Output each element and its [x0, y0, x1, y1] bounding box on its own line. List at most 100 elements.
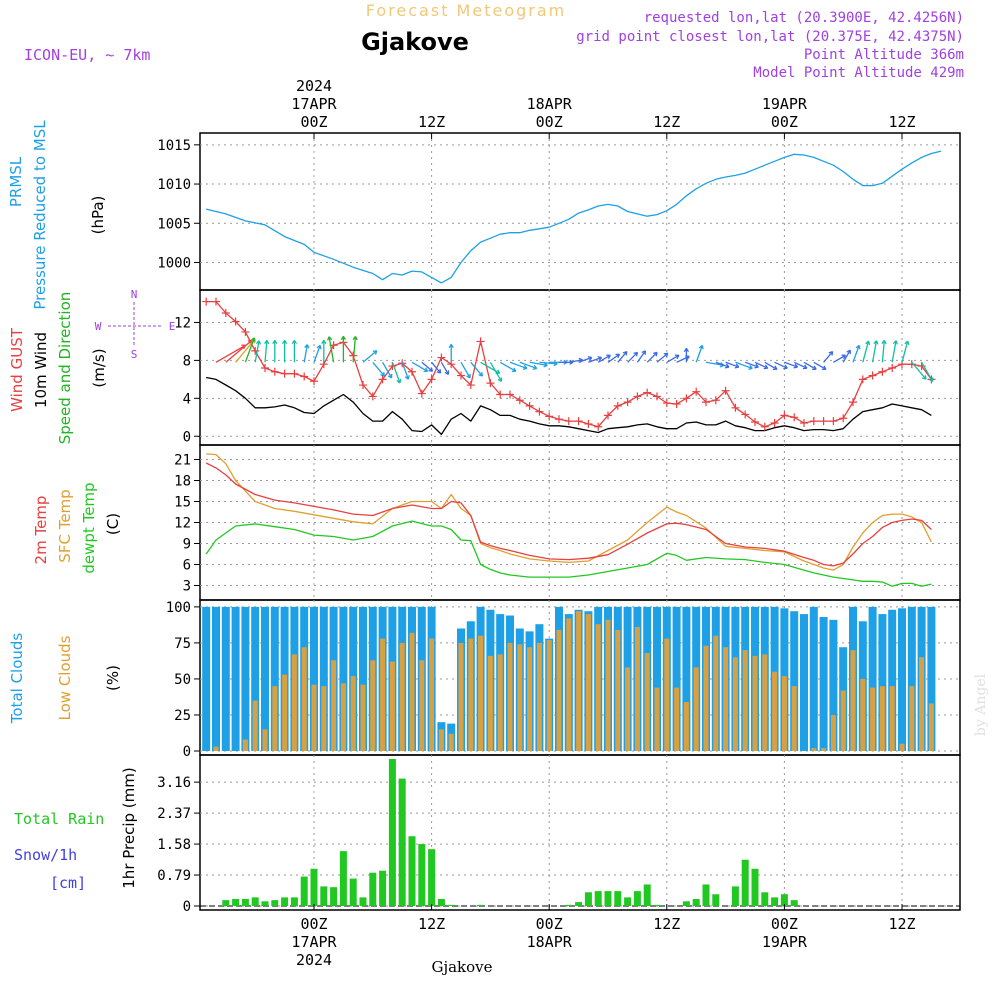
pressure-ytick-label: 1010 — [157, 177, 191, 193]
wind-direction-arrowhead — [748, 364, 753, 370]
wind-direction-arrow — [852, 345, 860, 363]
wind-direction-arrowhead — [674, 354, 680, 360]
precip-legend-unit: [cm] — [50, 874, 86, 892]
rain-bar — [437, 898, 445, 906]
clouds-ytick-label: 0 — [183, 744, 191, 760]
wind-direction-arrowhead — [511, 367, 517, 373]
rain-bar — [222, 900, 230, 906]
wind-direction-arrow — [784, 361, 798, 368]
wind-direction-arrow — [254, 340, 260, 363]
bottom-time-label: 12Z — [888, 915, 915, 933]
wind-direction-arrow — [735, 361, 753, 370]
low-cloud-bar — [879, 686, 885, 751]
wind-direction-arrowhead — [321, 339, 327, 345]
wind-direction-arrowhead — [466, 373, 471, 379]
wind-direction-arrowhead — [327, 336, 333, 341]
low-cloud-bar — [321, 686, 327, 751]
gust-marker — [584, 419, 593, 428]
rain-bar — [751, 868, 759, 906]
rain-bar — [310, 868, 318, 906]
rain-bar — [771, 897, 779, 906]
wind-direction-arrow — [519, 361, 537, 370]
wind-direction-arrowhead — [448, 343, 454, 349]
bottom-time-label: 19APR — [762, 933, 808, 951]
rain-bar — [271, 900, 279, 906]
low-cloud-bar — [889, 686, 895, 751]
gust-marker — [525, 401, 534, 410]
grid-point-coords: grid point closest lon,lat (20.375E, 42.… — [576, 29, 964, 45]
bottom-time-label: 00Z — [771, 915, 798, 933]
wind-direction-arrowhead — [444, 370, 450, 375]
rain-bar — [604, 891, 612, 906]
gust-marker — [378, 375, 387, 384]
rain-bar — [624, 897, 632, 906]
wind-compass: N S W E — [95, 288, 176, 361]
total-cloud-bar — [682, 606, 691, 751]
wind-direction-arrow — [215, 344, 246, 363]
gust-marker — [427, 375, 436, 384]
gust-marker — [457, 371, 465, 380]
rain-bar — [702, 884, 710, 906]
gust-marker — [496, 390, 505, 399]
cloud-label-total: Total Clouds — [8, 633, 26, 725]
wind-direction-arrowhead — [340, 335, 347, 341]
wind-direction-arrowhead — [793, 363, 799, 369]
wind-direction-arrowhead — [255, 340, 262, 345]
low-cloud-bar — [654, 687, 660, 751]
total-cloud-bar — [878, 614, 887, 751]
low-cloud-bar — [331, 660, 337, 751]
wind-direction-arrow — [225, 339, 253, 363]
dewpt-temp-line — [205, 520, 932, 587]
wind-direction-arrowhead — [928, 377, 934, 382]
wind-label-unit: (m/s) — [90, 348, 108, 387]
gust-marker — [721, 386, 730, 395]
bottom-time-label: 18APR — [527, 933, 573, 951]
low-cloud-bar — [389, 661, 395, 751]
low-cloud-bar — [272, 686, 278, 751]
rain-bar — [780, 894, 788, 906]
low-cloud-bar — [919, 657, 925, 751]
rain-bar — [359, 897, 367, 906]
wind-direction-arrow — [842, 349, 851, 363]
wind-direction-arrow — [480, 361, 500, 374]
low-cloud-bar — [409, 632, 415, 751]
precip-legend-snow: Snow/1h — [14, 846, 77, 864]
low-cloud-bar — [821, 748, 827, 751]
precip-ylabels: 1hr Precip (mm) Total Rain Snow/1h [cm] — [14, 767, 138, 892]
gust-marker — [202, 297, 211, 306]
low-cloud-bar — [438, 729, 444, 751]
wind-direction-arrowhead — [250, 337, 256, 342]
gust-marker — [555, 415, 563, 424]
wind-direction-arrowhead — [881, 339, 887, 345]
wind-direction-arrowhead — [633, 351, 639, 357]
low-cloud-bar — [429, 638, 435, 751]
low-cloud-bar — [576, 611, 582, 751]
low-cloud-bar — [772, 671, 778, 751]
gust-marker — [809, 417, 818, 426]
gust-marker — [594, 422, 603, 431]
credit-watermark: by Angel — [973, 673, 989, 736]
wind-direction-arrowhead — [372, 350, 378, 355]
temp-label-sfc: SFC Temp — [56, 489, 74, 562]
cloud-label-unit: (%) — [104, 665, 122, 691]
wind-direction-arrow — [833, 354, 846, 363]
rain-bar — [614, 891, 622, 906]
wind-direction-arrowhead — [281, 339, 288, 345]
gust-marker — [290, 369, 299, 378]
gust-marker — [368, 392, 377, 401]
low-cloud-bar — [536, 642, 542, 751]
wind-direction-arrowhead — [754, 363, 759, 369]
total-cloud-bar — [927, 606, 936, 751]
low-cloud-bar — [644, 653, 650, 751]
total-cloud-bar — [809, 606, 818, 751]
low-cloud-bar — [752, 655, 758, 751]
gust-marker — [261, 363, 269, 372]
low-cloud-bar — [664, 638, 670, 751]
low-cloud-bar — [350, 676, 356, 751]
rain-bar — [251, 897, 259, 906]
wind-direction-arrowhead — [622, 350, 628, 356]
total-cloud-bar — [907, 606, 916, 751]
rain-bar — [692, 898, 700, 906]
wind-direction-arrowhead — [396, 378, 402, 384]
